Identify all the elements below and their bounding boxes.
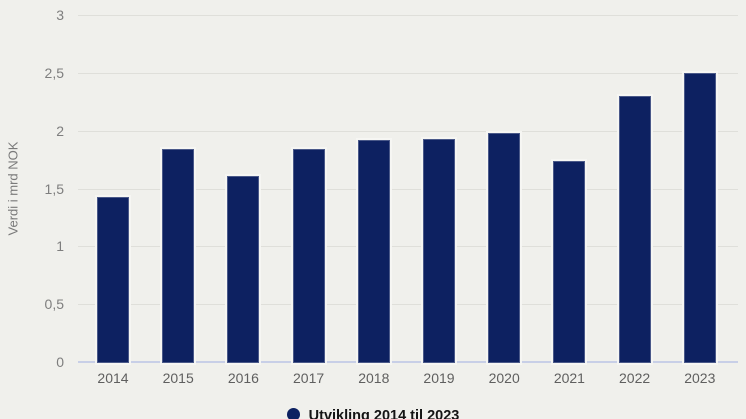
gridline-2,5 [78, 72, 738, 74]
gridline-3 [78, 15, 738, 16]
bar-2019 [423, 138, 455, 363]
y-tick-label: 0,5 [44, 296, 64, 313]
x-tick-label: 2015 [162, 370, 194, 386]
y-tick-label: 0 [56, 354, 64, 370]
gridline-1 [78, 246, 738, 248]
y-tick-label: 2,5 [44, 64, 64, 81]
x-tick-label: 2017 [293, 370, 325, 386]
y-tick-label: 3 [56, 7, 64, 23]
gridline-1,5 [78, 188, 738, 190]
plot-area [78, 15, 738, 363]
legend-series-marker-circle [286, 408, 300, 419]
gridline-2 [78, 130, 738, 132]
x-tick-label: 2020 [488, 370, 520, 386]
bar-2023 [683, 72, 716, 363]
bar-2014 [97, 196, 129, 363]
gridline-0,5 [78, 304, 738, 306]
bar-2016 [227, 175, 260, 363]
bar-2021 [553, 160, 586, 363]
bar-2020 [488, 132, 521, 363]
y-tick-label: 1 [56, 238, 64, 255]
y-tick-label: 2 [56, 122, 64, 139]
legend-series-label: Utvikling 2014 til 2023 [308, 408, 460, 419]
x-tick-label: 2023 [684, 370, 716, 386]
bar-2018 [357, 139, 390, 363]
x-tick-label: 2016 [227, 370, 259, 386]
bar-2015 [162, 149, 195, 363]
y-tick-label: 1,5 [44, 180, 64, 197]
legend: Utvikling 2014 til 2023 [0, 406, 746, 419]
x-axis-line [78, 361, 738, 363]
bar-2022 [618, 95, 651, 363]
x-tick-label: 2014 [97, 370, 129, 386]
bar-2017 [292, 149, 325, 363]
x-tick-label: 2021 [553, 370, 585, 386]
x-axis-tick-labels: 2014 2015 2016 2017 2018 2019 2020 2021 2022 2023 [78, 370, 738, 388]
x-tick-label: 2018 [358, 370, 390, 386]
x-tick-label: 2022 [619, 370, 651, 386]
x-tick-label: 2019 [423, 370, 455, 386]
y-axis-tick-labels: 0 0,5 1 1,5 2 2,5 3 [0, 0, 64, 419]
